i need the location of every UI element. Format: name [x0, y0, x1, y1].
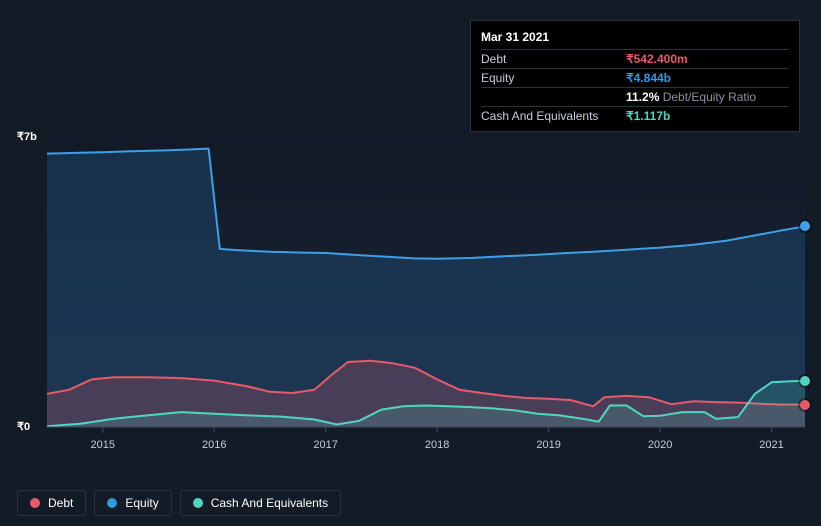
chart-tooltip: Mar 31 2021 Debt₹542.400mEquity₹4.844b11… [470, 20, 800, 132]
series-end-marker [800, 376, 810, 386]
x-axis-label: 2015 [90, 439, 114, 451]
tooltip-row: Debt₹542.400m [481, 49, 789, 68]
tooltip-row-value: 11.2% Debt/Equity Ratio [626, 90, 756, 104]
series-end-marker [800, 400, 810, 410]
tooltip-row-value: ₹4.844b [626, 71, 671, 85]
legend-label: Equity [125, 496, 158, 510]
x-axis-label: 2017 [313, 439, 337, 451]
x-axis-label: 2016 [202, 439, 226, 451]
legend-item[interactable]: Debt [17, 490, 86, 516]
tooltip-row-value: ₹542.400m [626, 52, 688, 66]
legend-dot-icon [30, 498, 40, 508]
legend-dot-icon [193, 498, 203, 508]
x-axis-label: 2018 [425, 439, 449, 451]
tooltip-row: 11.2% Debt/Equity Ratio [481, 87, 789, 106]
tooltip-row: Equity₹4.844b [481, 68, 789, 87]
legend-label: Cash And Equivalents [211, 496, 328, 510]
x-axis-label: 2019 [536, 439, 560, 451]
tooltip-row-label: Equity [481, 71, 626, 85]
y-axis-label: ₹0 [17, 420, 30, 433]
tooltip-row-label: Debt [481, 52, 626, 66]
x-axis-label: 2020 [648, 439, 672, 451]
chart-legend: Debt Equity Cash And Equivalents [17, 490, 341, 516]
financials-chart[interactable]: ₹0₹7b 2015201620172018201920202021 [17, 117, 805, 437]
legend-dot-icon [107, 498, 117, 508]
x-axis-label: 2021 [759, 439, 783, 451]
chart-plot [17, 117, 805, 437]
legend-item[interactable]: Equity [94, 490, 171, 516]
legend-label: Debt [48, 496, 73, 510]
tooltip-row-label [481, 90, 626, 104]
legend-item[interactable]: Cash And Equivalents [180, 490, 341, 516]
tooltip-date: Mar 31 2021 [481, 27, 789, 49]
y-axis-label: ₹7b [17, 130, 37, 143]
series-end-marker [800, 221, 810, 231]
